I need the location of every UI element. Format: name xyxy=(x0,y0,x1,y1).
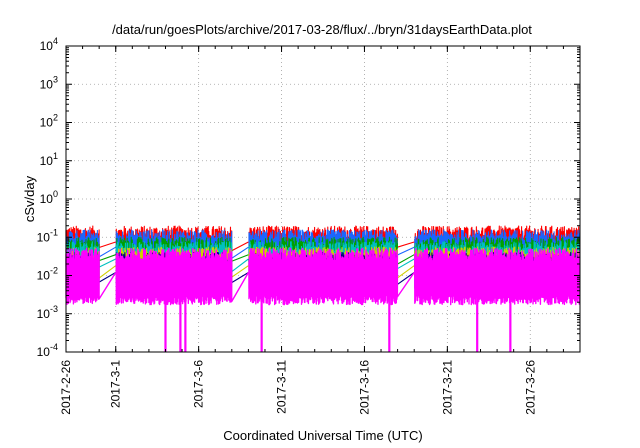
y-tick-label: 101 xyxy=(40,151,58,168)
grid xyxy=(66,45,580,353)
chart-title: /data/run/goesPlots/archive/2017-03-28/f… xyxy=(112,22,532,37)
x-axis-label: Coordinated Universal Time (UTC) xyxy=(223,428,422,443)
y-tick-label: 10-1 xyxy=(37,227,58,244)
y-axis-label: cSv/day xyxy=(22,175,37,222)
y-axis: 10-4 10-3 10-2 10-1 100 101 102 103 104 xyxy=(37,36,580,359)
y-tick-label: 102 xyxy=(40,113,58,130)
x-tick-label: 2017-2-26 xyxy=(59,360,73,415)
x-tick-label: 2017-3-1 xyxy=(109,360,123,408)
y-tick-label: 10-3 xyxy=(37,304,58,321)
y-tick-label: 103 xyxy=(40,74,58,91)
data-series xyxy=(65,225,581,352)
y-tick-label: 104 xyxy=(40,36,58,53)
y-tick-label: 10-4 xyxy=(37,342,58,359)
x-tick-label: 2017-3-11 xyxy=(275,360,289,414)
x-tick-label: 2017-3-16 xyxy=(357,360,371,415)
x-tick-label: 2017-3-21 xyxy=(440,360,454,415)
series-line xyxy=(65,247,581,306)
x-axis: 2017-2-26 2017-3-1 2017-3-6 2017-3-11 2017-3… xyxy=(59,46,581,415)
x-tick-label: 2017-3-26 xyxy=(523,360,537,415)
y-tick-label: 100 xyxy=(40,189,58,206)
y-tick-label: 10-2 xyxy=(37,266,58,283)
x-tick-label: 2017-3-6 xyxy=(192,360,206,408)
